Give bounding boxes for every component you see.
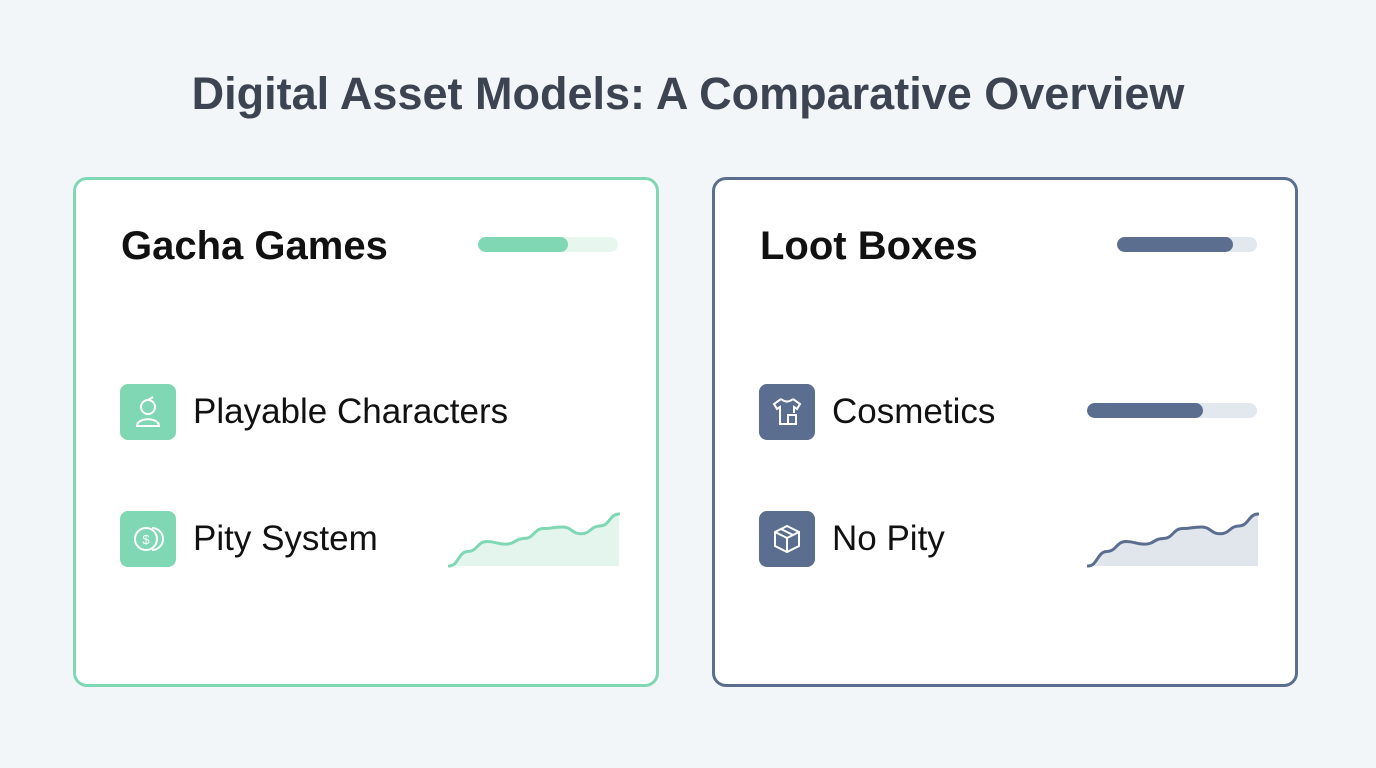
coin-icon: $ <box>120 511 176 567</box>
box-icon <box>759 511 815 567</box>
shirt-icon <box>759 384 815 440</box>
progress-fill <box>478 237 568 252</box>
cosmetics-progress-bar <box>1087 403 1257 418</box>
list-item: Cosmetics <box>759 384 995 440</box>
sparkline-area <box>1088 514 1258 566</box>
sparkline-area <box>449 514 619 566</box>
header-progress-bar <box>1117 237 1257 252</box>
page-title: Digital Asset Models: A Comparative Over… <box>191 68 1185 119</box>
list-item: Playable Characters <box>120 384 508 440</box>
header-progress-bar <box>478 237 618 252</box>
progress-fill <box>1117 237 1234 252</box>
item-label: Playable Characters <box>193 392 509 431</box>
loot-boxes-card: Loot Boxes Cosmetics No Pity <box>712 177 1298 687</box>
item-label: Cosmetics <box>832 392 996 431</box>
svg-text:$: $ <box>142 532 150 547</box>
item-label: Pity System <box>193 519 378 558</box>
list-item: No Pity <box>759 511 945 567</box>
progress-fill <box>1087 403 1203 418</box>
sparkline-line <box>448 512 620 568</box>
list-item: $ Pity System <box>120 511 378 567</box>
card-title: Gacha Games <box>121 224 388 268</box>
gacha-games-card: Gacha Games Playable Characters $ Pity S… <box>73 177 659 687</box>
item-label: No Pity <box>832 519 945 558</box>
character-icon <box>120 384 176 440</box>
trend-sparkline <box>448 512 620 568</box>
sparkline-line <box>1087 512 1259 568</box>
trend-sparkline <box>1087 512 1259 568</box>
card-title: Loot Boxes <box>760 224 978 268</box>
